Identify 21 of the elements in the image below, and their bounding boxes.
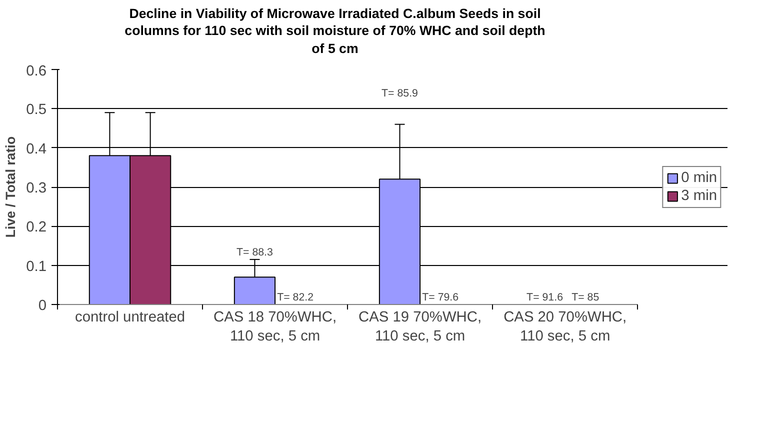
x-tick-label: CAS 18 70%WHC, 110 sec, 5 cm bbox=[214, 310, 337, 345]
y-tick-label: 0.4 bbox=[26, 141, 46, 158]
annotation: T= 91.6 bbox=[526, 292, 564, 304]
legend-label: 3 min bbox=[681, 188, 717, 204]
chart-title: Decline in Viability of Microwave Irradiated C.album Seeds in soil columns for 110 sec with soil moisture of 70% WHC and soil depth of 5 cm bbox=[124, 5, 546, 57]
annotation: T= 85 bbox=[572, 292, 600, 304]
y-tick-label: 0 bbox=[38, 298, 47, 314]
annotation: T= 88.3 bbox=[236, 246, 274, 258]
legend-label: 0 min bbox=[681, 170, 717, 186]
annotation: T= 79.6 bbox=[422, 292, 459, 304]
x-tick-label: CAS 20 70%WHC, 110 sec, 5 cm bbox=[504, 310, 627, 345]
y-tick-label: 0.1 bbox=[26, 258, 46, 275]
y-tick-label: 0.5 bbox=[26, 102, 46, 118]
x-tick-label: control untreated bbox=[75, 310, 186, 326]
annotation: T= 82.2 bbox=[277, 292, 314, 304]
y-axis-title: Live / Total ratio bbox=[3, 136, 18, 238]
x-tick-label: CAS 19 70%WHC, 110 sec, 5 cm bbox=[358, 310, 482, 345]
y-tick-label: 0.6 bbox=[26, 64, 46, 80]
y-tick-label: 0.2 bbox=[26, 220, 46, 236]
annotation: T= 85.9 bbox=[382, 88, 418, 100]
y-tick-label: 0.3 bbox=[26, 180, 46, 196]
